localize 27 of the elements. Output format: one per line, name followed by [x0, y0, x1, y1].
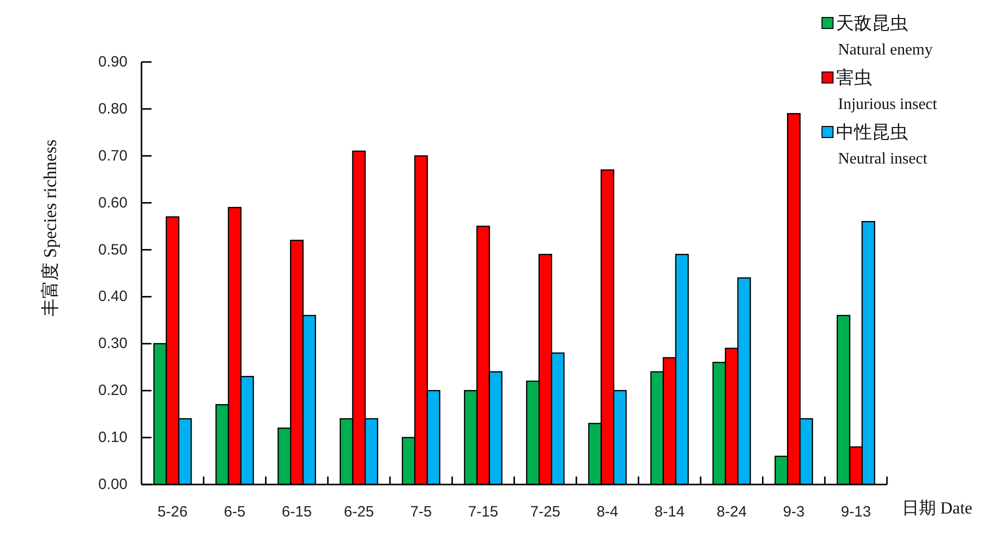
legend-label: 天敌昆虫 Natural enemy	[836, 13, 933, 58]
y-tick-label: 0.40	[98, 288, 128, 306]
y-tick-label: 0.60	[98, 194, 128, 212]
y-tick-label: 0.30	[98, 335, 128, 352]
x-tick-label: 7-5	[410, 504, 432, 520]
x-tick-label: 6-15	[282, 504, 312, 520]
legend-label: 害虫 Injurious insect	[836, 68, 938, 113]
x-tick-label: 9-3	[782, 504, 805, 520]
y-tick-label: 0.80	[98, 100, 128, 118]
legend-label: 中性昆虫 Neutral insect	[836, 122, 928, 168]
x-tick-label: 7-15	[468, 504, 498, 520]
y-tick-label: 0.50	[98, 241, 128, 258]
x-tick-label: 8-4	[596, 504, 618, 520]
x-tick-label: 7-25	[530, 504, 560, 520]
x-tick-label: 5-26	[158, 504, 188, 520]
y-tick-label: 0.90	[98, 54, 128, 70]
x-tick-label: 8-24	[716, 504, 747, 520]
x-tick-label: 6-25	[344, 504, 374, 520]
y-tick-label: 0.00	[98, 476, 128, 493]
y-tick-label: 0.70	[98, 147, 128, 164]
x-tick-label: 9-13	[840, 504, 871, 520]
x-axis-title: 日期 Date	[902, 498, 972, 518]
y-tick-label: 0.20	[98, 382, 128, 400]
y-tick-label: 0.10	[98, 429, 128, 446]
x-tick-label: 8-14	[654, 504, 685, 520]
y-axis-title: 丰富度 Species richness	[40, 140, 60, 316]
x-tick-label: 6-5	[224, 504, 246, 520]
